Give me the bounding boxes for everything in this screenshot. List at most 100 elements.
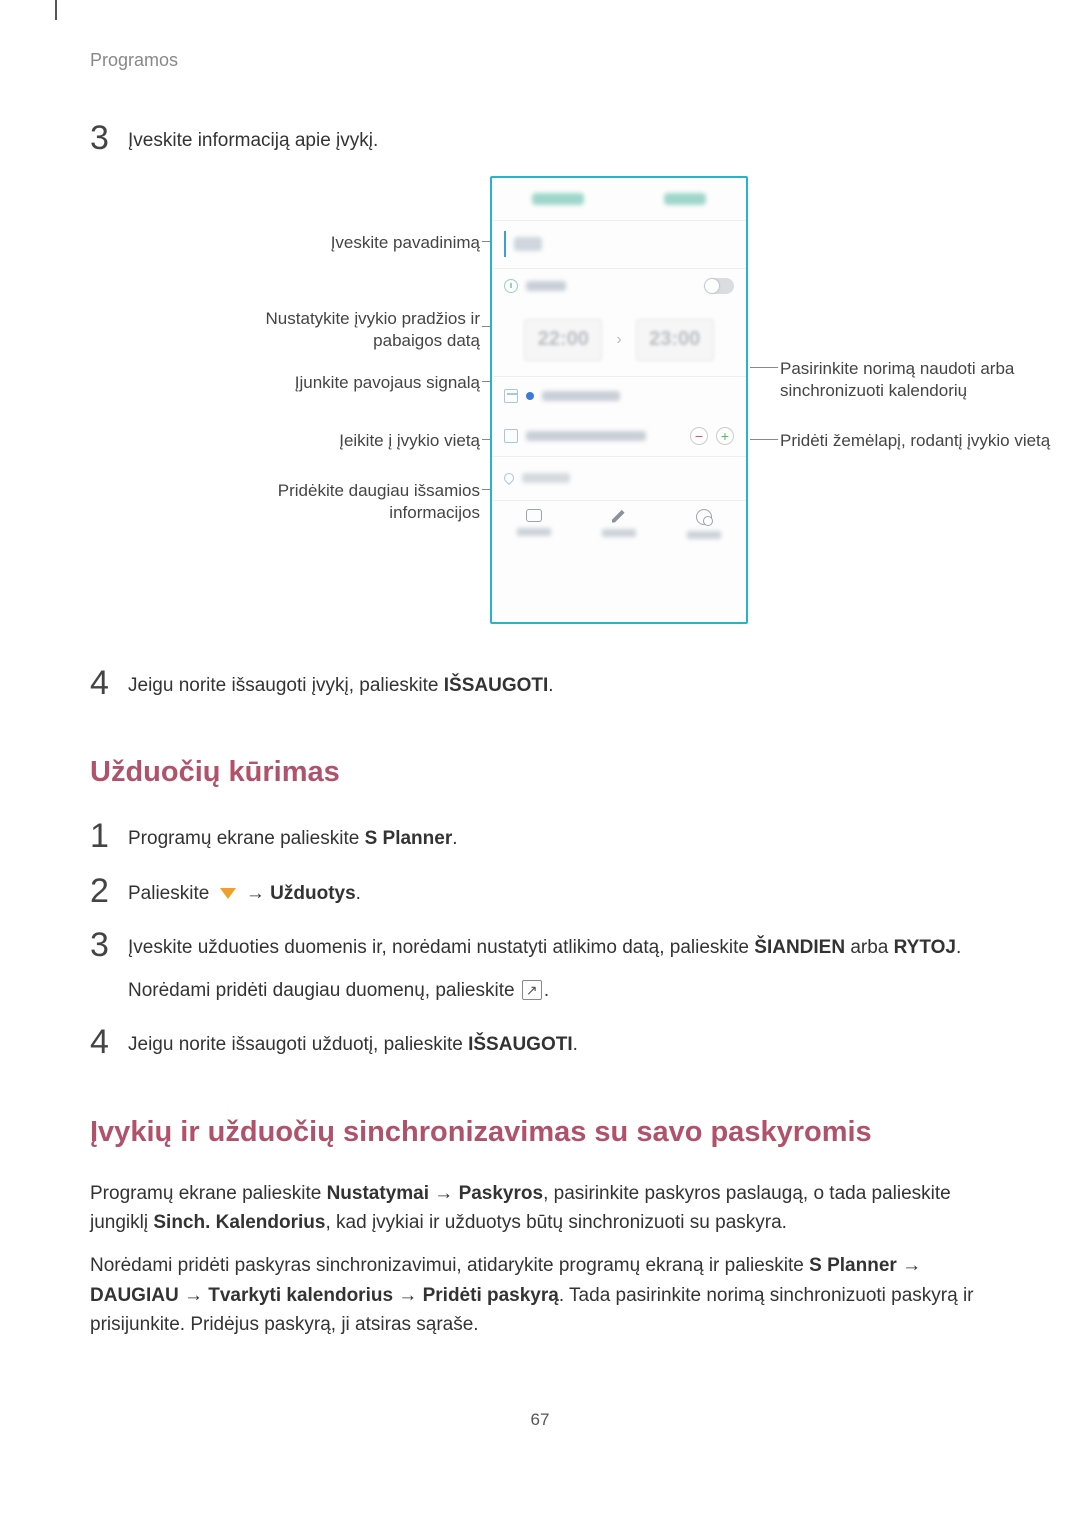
text-bold: Pridėti paskyrą [423,1285,559,1306]
section-heading-sync: Įvykių ir užduočių sinchronizavimas su s… [90,1116,990,1149]
step-subtext: Norėdami pridėti daugiau duomenų, palies… [128,977,961,1006]
edit-icon [612,509,626,523]
step-number: 4 [90,666,128,700]
text: Norėdami pridėti paskyras sinchronizavim… [90,1255,809,1276]
step-a-3: 3 Įveskite informaciją apie įvykį. [90,121,990,156]
step-text: Programų ekrane palieskite S Planner. [128,819,458,854]
text-bold: Užduotys [270,883,356,904]
text: → [241,883,271,904]
text: → [429,1183,459,1204]
text-bold: S Planner [365,828,453,849]
repeat-icon [526,509,542,522]
sync-paragraph-2: Norėdami pridėti paskyras sinchronizavim… [90,1251,990,1339]
time-arrow-icon: › [616,331,621,349]
callout-location: Įeikite į įvykio vietą [200,430,480,453]
step-b-4: 4 Jeigu norite išsaugoti užduotį, palies… [90,1025,990,1060]
time-row: 22:00 › 23:00 [492,304,746,376]
text: Programų ekrane palieskite [128,828,365,849]
blur-action-right [664,193,706,205]
step-text: Palieskite → Užduotys. [128,874,361,909]
page-number: 67 [90,1410,990,1430]
add-alarm-button[interactable]: + [716,427,734,445]
detail-timezone[interactable] [687,509,721,539]
remove-alarm-button[interactable]: − [690,427,708,445]
step-number: 3 [90,928,128,962]
text: → [179,1285,209,1306]
text-bold: Nustatymai [327,1183,429,1204]
detail-label-blur [517,528,551,536]
calendar-row [492,376,746,416]
step-text: Jeigu norite išsaugoti užduotį, palieski… [128,1025,578,1060]
step-number: 1 [90,819,128,853]
section-heading-tasks: Užduočių kūrimas [90,756,990,789]
text: . [548,675,553,696]
callout-title: Įveskite pavadinimą [200,232,480,255]
alarm-row: − + [492,416,746,456]
step-number: 4 [90,1025,128,1059]
location-label-blur [522,473,570,483]
title-input-row [492,220,746,268]
location-row [492,456,746,500]
sync-paragraph-1: Programų ekrane palieskite Nustatymai → … [90,1179,990,1238]
text: , kad įvykiai ir užduotys būtų sinchroni… [325,1212,787,1233]
text: → [897,1255,921,1276]
step-b-1: 1 Programų ekrane palieskite S Planner. [90,819,990,854]
lead-line [750,439,778,440]
text-bold: DAUGIAU [90,1285,179,1306]
allday-label-blur [526,281,566,291]
phone-mock: 22:00 › 23:00 − + [490,176,748,624]
text-cursor [504,231,506,257]
detail-repeat[interactable] [517,509,551,536]
text-bold: IŠSAUGOTI [444,675,549,696]
blur-action-left [532,193,584,205]
allday-toggle[interactable] [704,278,734,294]
detail-label-blur [687,531,721,539]
text: . [452,828,457,849]
step-b-3: 3 Įveskite užduoties duomenis ir, norėda… [90,928,990,1005]
text: . [956,937,961,958]
calendar-color-dot [526,392,534,400]
text: . [573,1034,578,1055]
text-bold: ŠIANDIEN [754,937,845,958]
text: arba [845,937,894,958]
callout-details: Pridėkite daugiau išsamios informacijos [200,480,480,526]
event-editor-diagram: Įveskite pavadinimą Nustatykite įvykio p… [90,176,990,636]
step-text: Įveskite informaciją apie įvykį. [128,121,378,156]
text-bold: S Planner [809,1255,897,1276]
tab-edge-marker [55,0,57,20]
detail-note[interactable] [602,509,636,537]
phone-top-actions [492,178,746,220]
timezone-icon [696,509,712,525]
text: Programų ekrane palieskite [90,1183,327,1204]
text-bold: RYTOJ [894,937,956,958]
step-text: Įveskite užduoties duomenis ir, norėdami… [128,928,961,1005]
step-a-4: 4 Jeigu norite išsaugoti įvykį, palieski… [90,666,990,701]
text: . [544,980,549,1001]
title-placeholder-blur [514,237,542,251]
breadcrumb: Programos [90,50,990,71]
text-bold: IŠSAUGOTI [468,1034,573,1055]
text-bold: Tvarkyti kalendorius [208,1285,393,1306]
calendar-icon [504,389,518,403]
lead-line [750,367,778,368]
text: Jeigu norite išsaugoti įvykį, palieskite [128,675,444,696]
text-bold: Paskyros [459,1183,544,1204]
clock-icon [504,279,518,293]
dropdown-icon [217,884,239,902]
text: Jeigu norite išsaugoti užduotį, palieski… [128,1034,468,1055]
end-time-box[interactable]: 23:00 [636,319,714,361]
text: Norėdami pridėti daugiau duomenų, palies… [128,980,520,1001]
calendar-label-blur [542,391,620,401]
text-bold: Sinch. Kalendorius [153,1212,325,1233]
detail-label-blur [602,529,636,537]
start-time-box[interactable]: 22:00 [524,319,602,361]
callout-dates: Nustatykite įvykio pradžios ir pabaigos … [200,308,480,354]
text: Įveskite užduoties duomenis ir, norėdami… [128,937,754,958]
text: . [356,883,361,904]
step-text: Jeigu norite išsaugoti įvykį, palieskite… [128,666,554,701]
expand-icon [522,980,542,1000]
text: → [393,1285,423,1306]
pin-icon [502,471,516,485]
step-b-2: 2 Palieskite → Užduotys. [90,874,990,909]
step-number: 3 [90,121,128,155]
